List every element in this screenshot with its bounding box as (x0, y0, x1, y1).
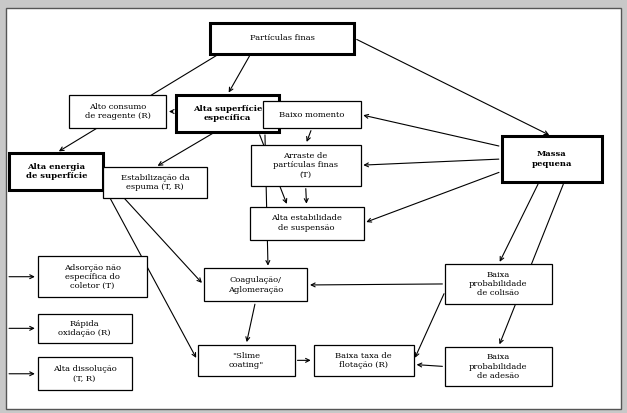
FancyBboxPatch shape (251, 145, 361, 186)
Text: Adsorção não
específica do
coletor (T): Adsorção não específica do coletor (T) (64, 263, 121, 290)
FancyBboxPatch shape (445, 347, 552, 386)
FancyBboxPatch shape (250, 206, 364, 240)
FancyBboxPatch shape (69, 95, 166, 128)
Text: Coagulação/
Aglomeração: Coagulação/ Aglomeração (228, 276, 283, 294)
Text: Baixa taxa de
flotação (R): Baixa taxa de flotação (R) (335, 352, 392, 369)
Text: Alta dissolução
(T, R): Alta dissolução (T, R) (53, 365, 117, 382)
Text: Baixa
probabilidade
de colisão: Baixa probabilidade de colisão (469, 271, 528, 297)
FancyBboxPatch shape (38, 256, 147, 297)
Text: Alto consumo
de reagente (R): Alto consumo de reagente (R) (85, 103, 150, 120)
FancyBboxPatch shape (6, 8, 621, 409)
FancyBboxPatch shape (210, 23, 354, 54)
FancyBboxPatch shape (314, 345, 414, 376)
Text: Baixa
probabilidade
de adesão: Baixa probabilidade de adesão (469, 354, 528, 380)
FancyBboxPatch shape (38, 357, 132, 390)
FancyBboxPatch shape (103, 167, 207, 198)
Text: Rápida
oxidação (R): Rápida oxidação (R) (58, 320, 111, 337)
Text: "Slime
coating": "Slime coating" (228, 352, 264, 369)
FancyBboxPatch shape (176, 95, 279, 132)
Text: Alta superfície
específica: Alta superfície específica (192, 105, 262, 122)
Text: Alta estabilidade
de suspensão: Alta estabilidade de suspensão (271, 214, 342, 232)
FancyBboxPatch shape (204, 268, 307, 301)
Text: Estabilização da
espuma (T, R): Estabilização da espuma (T, R) (121, 174, 189, 191)
FancyBboxPatch shape (198, 345, 295, 376)
Text: Alta energia
de superfície: Alta energia de superfície (26, 163, 87, 180)
FancyBboxPatch shape (263, 101, 361, 128)
Text: Partículas finas: Partículas finas (250, 34, 315, 42)
FancyBboxPatch shape (445, 264, 552, 304)
FancyBboxPatch shape (502, 136, 602, 182)
Text: Arraste de
partículas finas
(T): Arraste de partículas finas (T) (273, 152, 338, 178)
FancyBboxPatch shape (9, 153, 103, 190)
FancyBboxPatch shape (38, 314, 132, 343)
Text: Baixo momento: Baixo momento (279, 111, 345, 119)
Text: Massa
pequena: Massa pequena (532, 150, 572, 168)
